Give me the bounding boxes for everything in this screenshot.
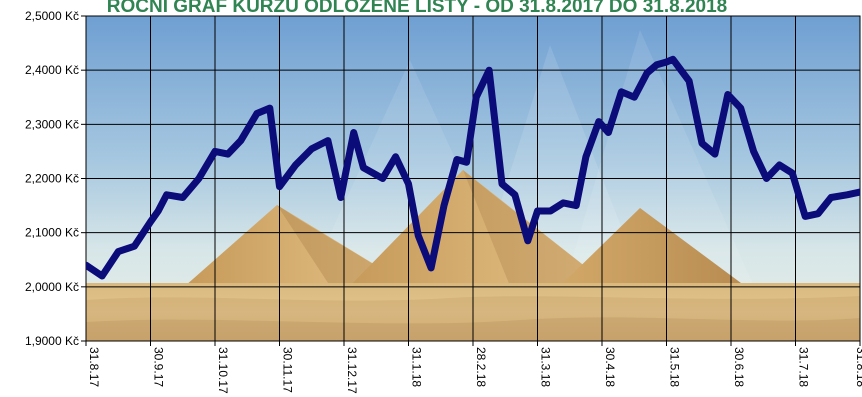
- y-tick-label: 2,0000 Kč: [25, 280, 79, 294]
- x-tick-label: 30.4.18: [603, 347, 617, 387]
- x-tick-label: 31.1.18: [410, 347, 424, 387]
- y-axis: 1,9000 Kč 2,0000 Kč 2,1000 Kč 2,2000 Kč 2,30…: [25, 9, 86, 348]
- price-line: [86, 55, 860, 280]
- x-tick-label: 31.3.18: [539, 347, 553, 387]
- x-axis: 31.8.17 30.9.17 31.10.17 30.11.17 31.12.17 31…: [85, 341, 862, 394]
- y-tick-label: 2,3000 Kč: [25, 117, 79, 131]
- x-tick-label: 28.2.18: [474, 347, 488, 387]
- x-tick-label: 31.5.18: [668, 347, 682, 387]
- x-tick-label: 30.6.18: [732, 347, 746, 387]
- x-tick-label: 31.10.17: [216, 347, 230, 394]
- x-tick-label: 30.9.17: [152, 347, 166, 387]
- chart-title: ROČNÍ GRAF KURZU ODLOŽENÉ LISTY - OD 31.…: [107, 0, 727, 17]
- y-tick-label: 1,9000 Kč: [25, 334, 79, 348]
- y-tick-label: 2,2000 Kč: [25, 172, 79, 186]
- x-tick-label: 30.11.17: [281, 347, 295, 393]
- y-tick-label: 2,1000 Kč: [25, 226, 79, 240]
- x-tick-label: 31.7.18: [797, 347, 811, 387]
- x-tick-label: 31.8.17: [87, 347, 101, 387]
- x-tick-label: 31.8.18: [854, 347, 862, 387]
- x-tick-label: 31.12.17: [345, 347, 359, 394]
- y-tick-label: 2,5000 Kč: [25, 9, 79, 23]
- y-tick-label: 2,4000 Kč: [25, 63, 79, 77]
